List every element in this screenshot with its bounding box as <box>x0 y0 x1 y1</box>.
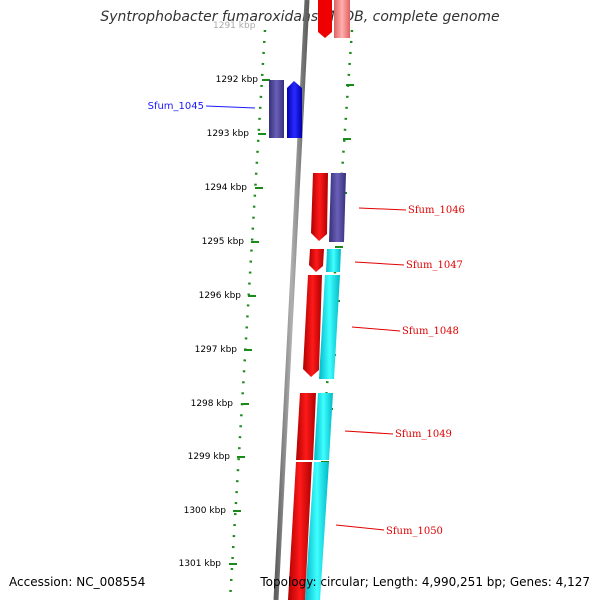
map-title: Syntrophobacter fumaroxidans MPOB, compl… <box>100 9 500 25</box>
kbp-label-1297: 1297 kbp <box>195 345 238 355</box>
kbp-label-1296: 1296 kbp <box>199 291 242 301</box>
kbp-ticks-left <box>229 79 270 565</box>
kbp-label-1292: 1292 kbp <box>216 75 259 85</box>
gene-sfum-1049[interactable] <box>296 393 333 460</box>
gene-label-sfum-1046[interactable]: Sfum_1046 <box>408 205 465 216</box>
kbp-label-1291: 1291 kbp <box>213 21 256 31</box>
kbp-label-1301: 1301 kbp <box>179 559 222 569</box>
gene-sfum-1048[interactable] <box>303 275 340 379</box>
gene-labels: Sfum_1045 Sfum_1046 Sfum_1047 Sfum_1048 … <box>148 101 465 537</box>
kbp-label-1294: 1294 kbp <box>205 183 248 193</box>
gene-sfum-1046[interactable] <box>311 173 346 242</box>
gene-label-sfum-1045[interactable]: Sfum_1045 <box>148 101 204 112</box>
outer-ring-left <box>228 29 267 600</box>
gene-label-sfum-1050[interactable]: Sfum_1050 <box>386 526 443 537</box>
kbp-label-1295: 1295 kbp <box>202 237 245 247</box>
accession-label: Accession: NC_008554 <box>9 575 146 589</box>
gene-sfum-1047[interactable] <box>309 249 341 272</box>
gene-sfum-1045[interactable] <box>269 80 302 138</box>
gene-callout-lines <box>205 105 407 531</box>
kbp-label-1293: 1293 kbp <box>207 129 250 139</box>
kbp-label-1298: 1298 kbp <box>191 399 234 409</box>
gene-label-sfum-1049[interactable]: Sfum_1049 <box>395 429 452 440</box>
gene-label-sfum-1047[interactable]: Sfum_1047 <box>406 260 463 271</box>
kbp-label-1300: 1300 kbp <box>184 506 227 516</box>
gene-top-partial[interactable] <box>318 0 350 38</box>
gene-label-sfum-1048[interactable]: Sfum_1048 <box>402 326 459 337</box>
gene-sfum-1050[interactable] <box>288 462 329 600</box>
kbp-label-1299: 1299 kbp <box>188 452 231 462</box>
topology-label: Topology: circular; Length: 4,990,251 bp… <box>260 575 590 589</box>
kbp-labels: 1291 kbp 1292 kbp 1293 kbp 1294 kbp 1295… <box>179 21 259 569</box>
